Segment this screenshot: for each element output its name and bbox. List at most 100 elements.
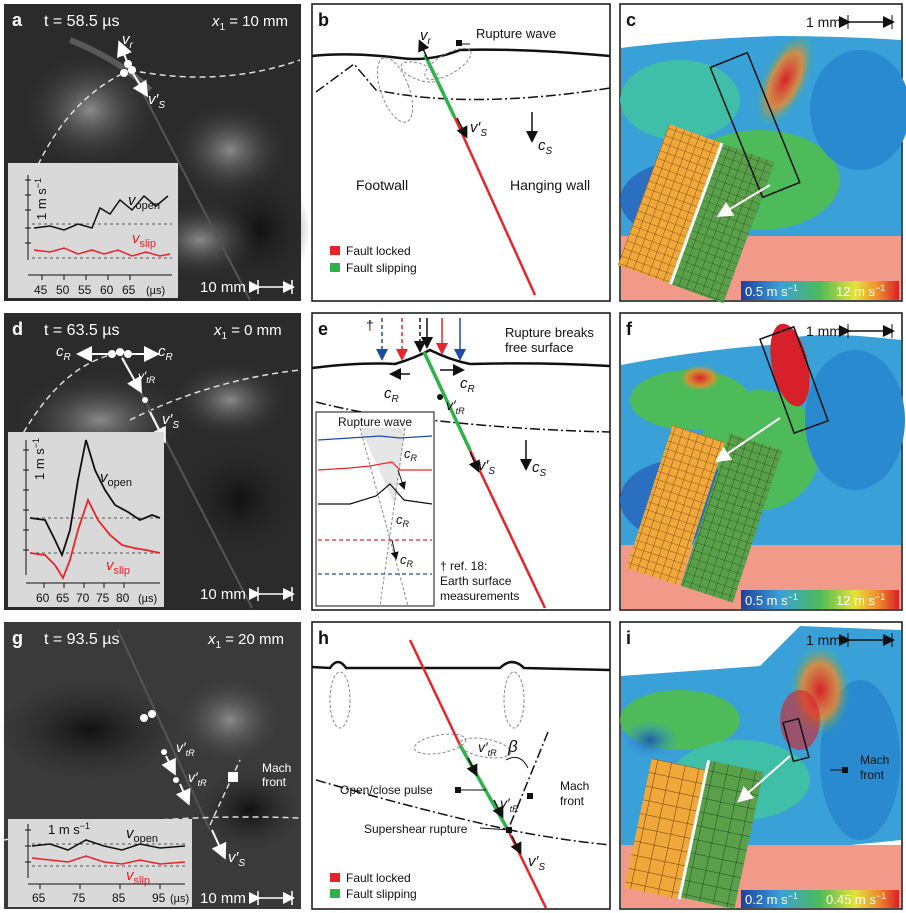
colorbar-max-c: 12 m s−1 bbox=[836, 283, 885, 299]
breaks-label-1: Rupture breaks bbox=[505, 325, 594, 340]
rupture-velocity-label-b: vr bbox=[420, 27, 432, 47]
pulse-label-h: Open/close pulse bbox=[340, 783, 433, 797]
tick-d-3: 75 bbox=[96, 591, 110, 605]
legend-slipping-h: Fault slipping bbox=[346, 887, 417, 901]
panel-a bbox=[4, 4, 310, 301]
scale-label-f: 1 mm bbox=[806, 323, 841, 339]
rupture-wave-label-b: Rupture wave bbox=[476, 26, 556, 41]
position-label-g: x1 = 20 mm bbox=[207, 631, 284, 651]
panel-c bbox=[617, 3, 906, 304]
scale-label-c: 1 mm bbox=[806, 14, 841, 30]
colorbar-max-i: 0.45 m s−1 bbox=[826, 891, 886, 907]
unit-label-d: 1 m s−1 bbox=[31, 438, 47, 480]
tick-a-2: 55 bbox=[78, 283, 92, 297]
inset-title-e: Rupture wave bbox=[338, 415, 412, 429]
mach-label-i-1: Mach bbox=[860, 753, 889, 767]
time-label-d: t = 63.5 µs bbox=[44, 322, 119, 339]
mach-label-g-1: Mach bbox=[262, 761, 291, 775]
shear-velocity-label-a: v′S bbox=[148, 91, 165, 111]
inset-cR-2-e: cR bbox=[396, 512, 410, 529]
colorbar-min-f: 0.5 m s−1 bbox=[745, 592, 798, 608]
ref-label-3: measurements bbox=[440, 589, 519, 603]
inset-cR-1-e: cR bbox=[404, 446, 418, 463]
tick-unit-d: (µs) bbox=[138, 593, 157, 605]
tick-g-2: 85 bbox=[112, 891, 126, 905]
panel-i bbox=[619, 621, 903, 910]
open-label-d: vopen bbox=[100, 469, 132, 489]
vtR-label-h-1: v′tR bbox=[478, 739, 497, 758]
open-label-g: vopen bbox=[126, 825, 158, 845]
tick-unit-a: (µs) bbox=[146, 285, 165, 297]
tick-a-3: 60 bbox=[100, 283, 114, 297]
shear-velocity-label-b: v′S bbox=[470, 119, 487, 139]
rupture-velocity-label-a: vr bbox=[122, 31, 134, 51]
panel-f bbox=[619, 312, 905, 611]
mach-label-h-1: Mach bbox=[560, 779, 589, 793]
breaks-label-2: free surface bbox=[505, 340, 574, 355]
colorbar-min-c: 0.5 m s−1 bbox=[745, 283, 798, 299]
position-label-a: x1 = 10 mm bbox=[211, 13, 288, 33]
tick-a-4: 65 bbox=[122, 283, 136, 297]
cs-label-e: cS bbox=[532, 459, 547, 479]
tick-d-0: 60 bbox=[36, 591, 50, 605]
mach-label-h-2: front bbox=[560, 794, 585, 808]
tick-g-3: 95 bbox=[152, 891, 166, 905]
shear-velocity-label-d: v′S bbox=[162, 411, 179, 431]
panel-h bbox=[311, 621, 611, 910]
vtR-label-h-2: v′tR bbox=[500, 795, 519, 814]
tick-d-4: 80 bbox=[116, 591, 130, 605]
dagger-e: † bbox=[366, 317, 374, 333]
supershear-label-h: Supershear rupture bbox=[364, 822, 468, 836]
cR-left-label-e: cR bbox=[384, 385, 399, 405]
time-label-a: t = 58.5 µs bbox=[44, 13, 119, 30]
colorbar-max-f: 12 m s−1 bbox=[836, 592, 885, 608]
panel-letter-h: h bbox=[318, 628, 329, 648]
cR-right-label-e: cR bbox=[460, 375, 475, 395]
panel-letter-g: g bbox=[12, 628, 23, 648]
panel-d bbox=[4, 313, 301, 610]
cR-right-label-d: cR bbox=[158, 343, 173, 363]
shear-velocity-label-e: v′S bbox=[478, 457, 495, 477]
hanging-wall-label: Hanging wall bbox=[510, 177, 590, 193]
ref-label-1: † ref. 18: bbox=[440, 559, 487, 573]
panel-letter-f: f bbox=[626, 319, 633, 339]
panel-letter-d: d bbox=[12, 319, 23, 339]
panel-letter-c: c bbox=[626, 10, 636, 30]
position-label-d: x1 = 0 mm bbox=[213, 322, 282, 342]
vtR-label-e: v′tR bbox=[446, 397, 465, 416]
slip-label-g: vslip bbox=[126, 867, 150, 887]
tick-g-1: 75 bbox=[72, 891, 86, 905]
legend-locked-h: Fault locked bbox=[346, 871, 411, 885]
cs-label-b: cS bbox=[538, 137, 553, 157]
beta-label-h: β bbox=[507, 737, 518, 756]
time-label-g: t = 93.5 µs bbox=[44, 631, 119, 648]
legend-locked-b: Fault locked bbox=[346, 244, 411, 258]
panel-g bbox=[0, 622, 301, 909]
vtR-label-g-2: v′tR bbox=[188, 769, 207, 788]
tick-a-1: 50 bbox=[56, 283, 70, 297]
ref-label-2: Earth surface bbox=[440, 574, 512, 588]
cR-left-label-d: cR bbox=[56, 343, 71, 363]
legend-slipping-b: Fault slipping bbox=[346, 261, 417, 275]
colorbar-min-i: 0.2 m s−1 bbox=[745, 891, 798, 907]
open-label-a: vopen bbox=[128, 192, 160, 212]
tick-unit-g: (µs) bbox=[170, 893, 189, 905]
unit-label-g: 1 m s−1 bbox=[48, 821, 90, 837]
mach-label-i-2: front bbox=[860, 768, 885, 782]
unit-label-a: 1 m s−1 bbox=[33, 178, 49, 220]
inset-cR-3-e: cR bbox=[400, 552, 414, 569]
tick-a-0: 45 bbox=[34, 283, 48, 297]
panel-letter-e: e bbox=[318, 319, 328, 339]
panel-letter-b: b bbox=[318, 10, 329, 30]
scale-label-a: 10 mm bbox=[200, 279, 246, 296]
panel-e bbox=[311, 312, 611, 611]
footwall-label: Footwall bbox=[356, 177, 408, 193]
scale-label-i: 1 mm bbox=[806, 632, 841, 648]
scale-label-g: 10 mm bbox=[200, 890, 246, 907]
panel-b bbox=[311, 3, 611, 302]
tick-d-2: 70 bbox=[76, 591, 90, 605]
vtR-label-d: v′tR bbox=[138, 369, 156, 385]
vtR-label-g-1: v′tR bbox=[176, 739, 195, 758]
scale-label-d: 10 mm bbox=[200, 586, 246, 603]
